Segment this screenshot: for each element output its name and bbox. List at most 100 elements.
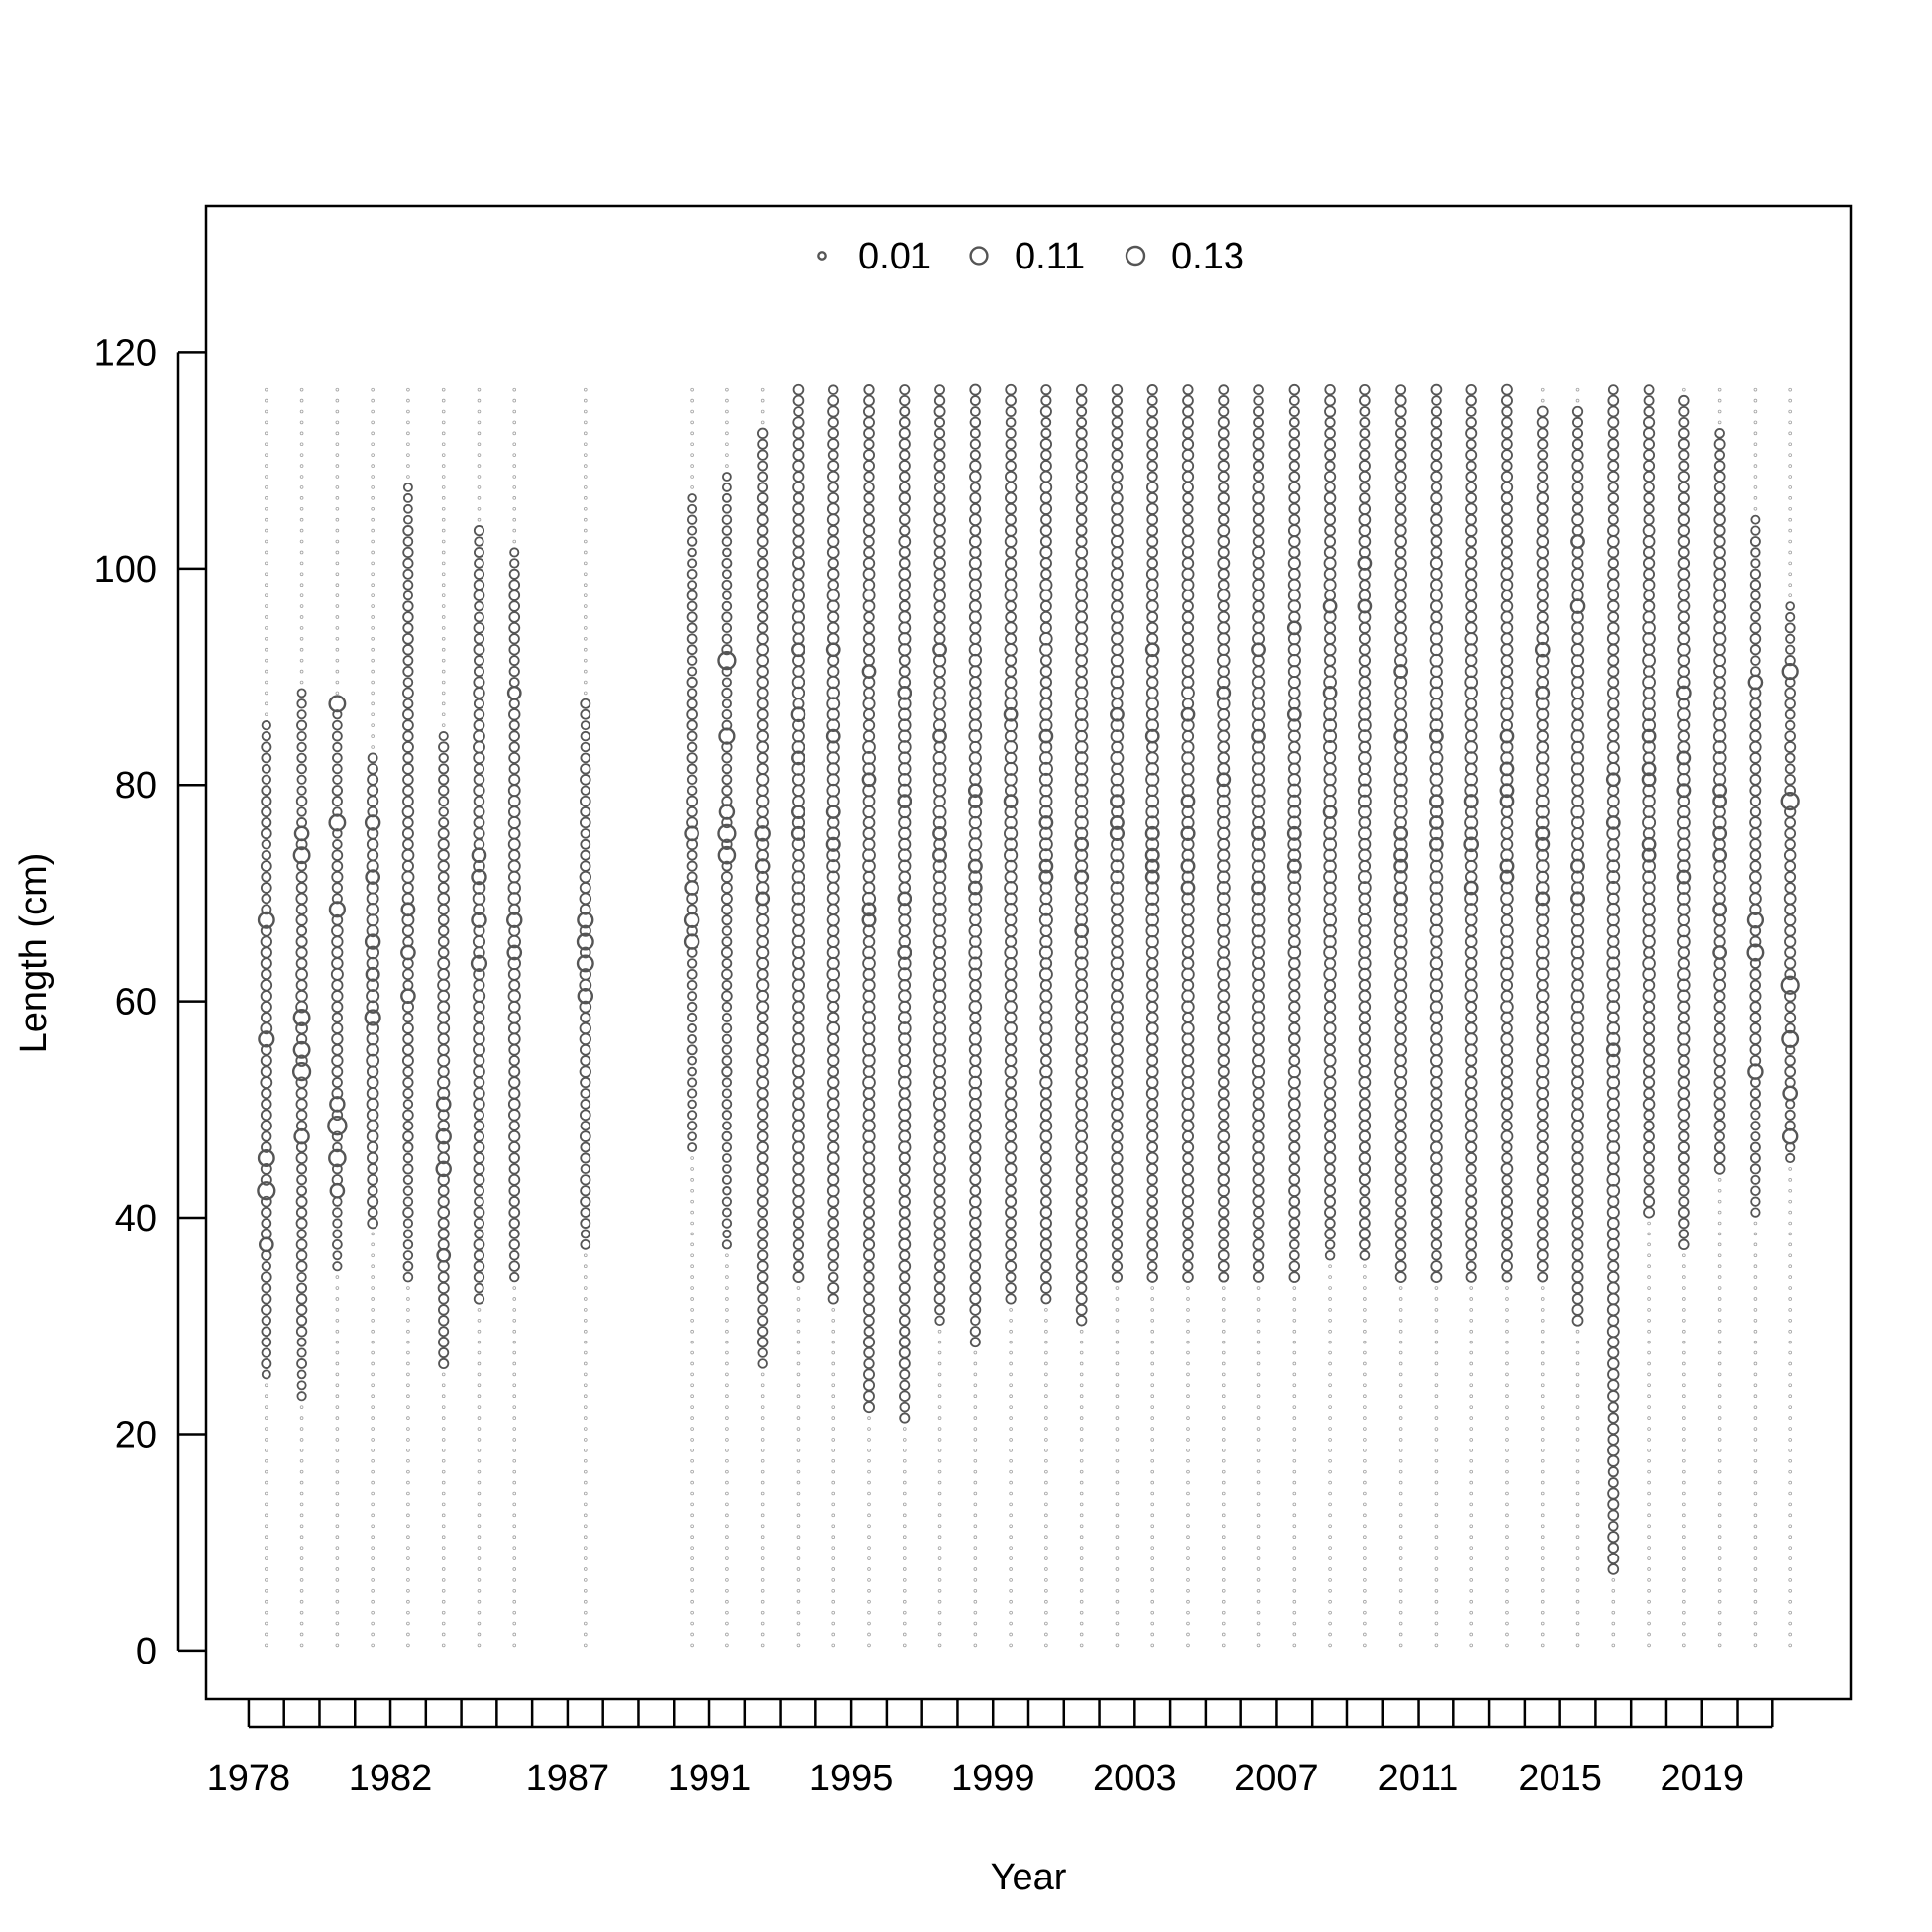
bubble-point (441, 658, 446, 663)
bubble-point (690, 1286, 694, 1290)
bubble-point (332, 774, 343, 785)
bubble-point (1110, 718, 1125, 733)
bubble-point (1115, 1524, 1120, 1529)
bubble-point (973, 1491, 978, 1496)
bubble-point (934, 1260, 946, 1272)
bubble-point (331, 730, 343, 742)
bubble-point (861, 912, 877, 928)
bubble-point (477, 506, 482, 511)
bubble-point (583, 1405, 588, 1409)
bubble-point (1044, 1438, 1048, 1442)
bubble-point (973, 1458, 978, 1463)
bubble-point (335, 1350, 340, 1355)
bubble-point (686, 676, 698, 689)
bubble-point (265, 1458, 268, 1463)
bubble-point (690, 1416, 694, 1420)
bubble-point (1150, 1599, 1155, 1604)
bubble-point (583, 1643, 588, 1648)
bubble-point (690, 1329, 694, 1334)
bubble-point (512, 1469, 517, 1474)
bubble-point (441, 496, 446, 500)
bubble-point (508, 730, 520, 742)
bubble-point (969, 1326, 981, 1338)
bubble-point (265, 1535, 268, 1539)
bubble-point (937, 1416, 942, 1420)
bubble-point (1009, 1427, 1013, 1431)
bubble-point (1005, 1260, 1018, 1273)
x-tick-label: 1978 (207, 1758, 291, 1799)
bubble-point (690, 1264, 694, 1268)
bubble-point (690, 387, 694, 392)
bubble-point (973, 1438, 978, 1442)
bubble-point (335, 1449, 340, 1452)
bubble-point (508, 1206, 521, 1219)
bubble-point (402, 1206, 414, 1219)
bubble-point (583, 1599, 588, 1604)
bubble-point (1075, 1185, 1088, 1197)
bubble-point (1115, 1297, 1120, 1301)
bubble-point (686, 795, 698, 807)
bubble-point (933, 579, 946, 591)
bubble-point (757, 1347, 768, 1358)
bubble-point (331, 1087, 344, 1100)
bubble-point (406, 1318, 410, 1323)
bubble-point (1115, 1318, 1120, 1323)
bubble-point (364, 1009, 381, 1026)
y-tick-label: 0 (136, 1631, 157, 1672)
bubble-point (721, 611, 733, 623)
bubble-point (1111, 449, 1124, 462)
bubble-point (473, 1249, 485, 1261)
y-tick-label: 80 (115, 765, 157, 806)
bubble-point (371, 593, 375, 597)
bubble-point (335, 1546, 340, 1550)
bubble-point (265, 1438, 268, 1442)
bubble-point (686, 688, 698, 698)
bubble-point (402, 1109, 414, 1122)
bubble-point (792, 1271, 805, 1284)
bubble-point (441, 1394, 446, 1399)
bubble-point (331, 1163, 343, 1175)
bubble-point (937, 1340, 942, 1344)
bubble-point (371, 431, 375, 436)
bubble-point (1079, 1449, 1084, 1452)
bubble-point (760, 1599, 765, 1604)
bubble-point (403, 503, 413, 514)
bubble-point (1005, 394, 1017, 407)
bubble-point (686, 958, 698, 969)
bubble-point (1079, 1458, 1084, 1463)
bubble-point (686, 979, 698, 991)
bubble-point (969, 503, 982, 515)
bubble-point (867, 1556, 871, 1560)
bubble-point (973, 1589, 978, 1593)
bubble-point (371, 1578, 375, 1582)
bubble-point (686, 860, 698, 872)
bubble-point (937, 1643, 942, 1648)
bubble-point (402, 968, 414, 981)
bubble-point (328, 813, 347, 832)
bubble-point (796, 1599, 801, 1604)
bubble-point (933, 1293, 946, 1305)
bubble-point (299, 615, 304, 619)
bubble-point (899, 449, 911, 461)
bubble-point (902, 1449, 907, 1452)
bubble-point (1150, 1308, 1155, 1312)
bubble-point (441, 1513, 446, 1518)
bubble-point (969, 427, 981, 439)
bubble-point (512, 442, 517, 447)
bubble-point (969, 491, 982, 504)
bubble-point (583, 398, 588, 403)
bubble-point (760, 1567, 765, 1571)
bubble-point (371, 626, 375, 630)
bubble-point (580, 1099, 591, 1110)
bubble-point (722, 503, 732, 514)
bubble-point (402, 546, 414, 559)
bubble-point (265, 1599, 268, 1604)
bubble-point (1150, 1491, 1155, 1496)
bubble-point (441, 409, 446, 414)
bubble-point (402, 1239, 414, 1250)
bubble-point (902, 1567, 907, 1571)
bubble-point (1146, 1184, 1159, 1197)
bubble-point (367, 773, 379, 786)
bubble-point (831, 1567, 836, 1571)
